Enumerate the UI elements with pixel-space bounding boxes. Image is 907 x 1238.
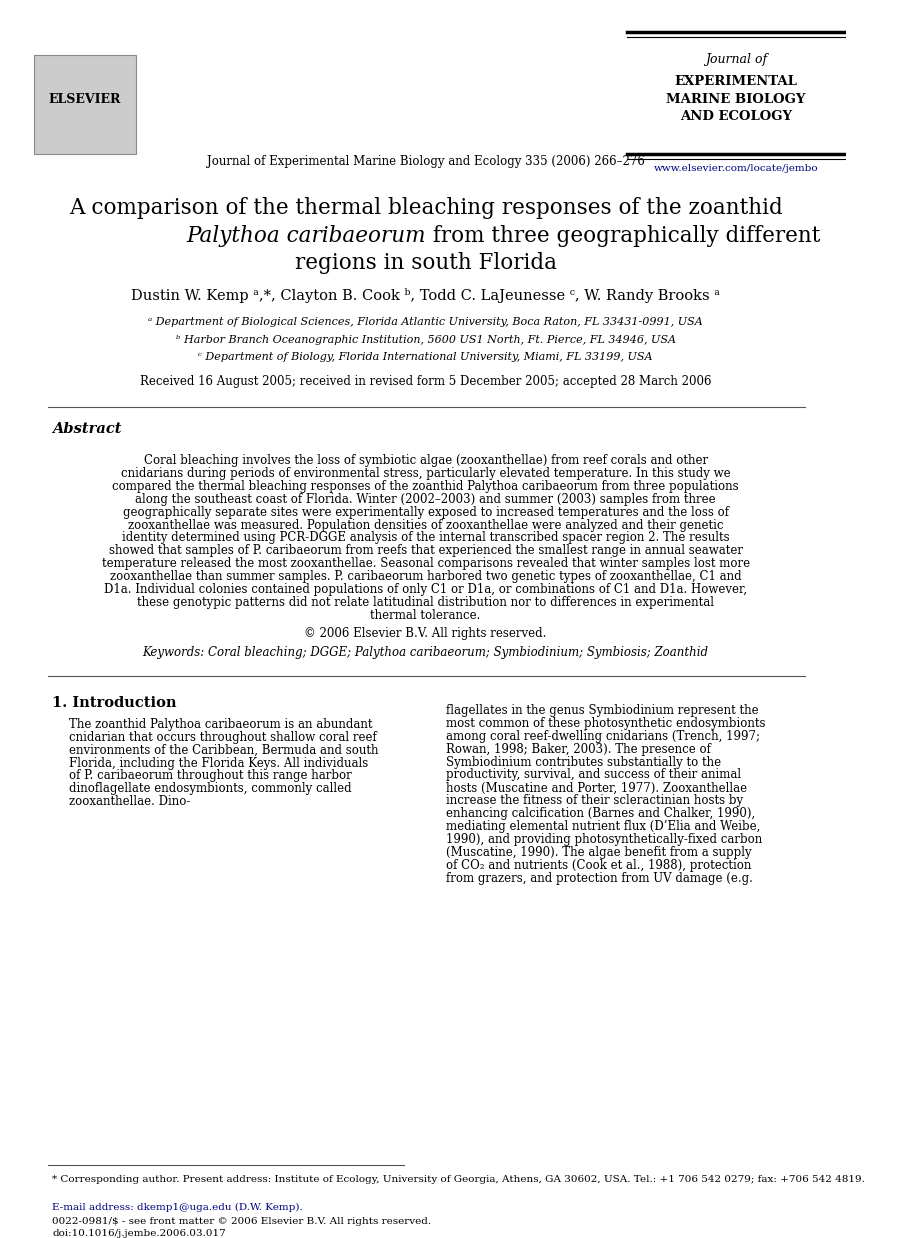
- Text: cnidarian that occurs throughout shallow coral reef: cnidarian that occurs throughout shallow…: [69, 730, 376, 744]
- Text: Journal of Experimental Marine Biology and Ecology 335 (2006) 266–276: Journal of Experimental Marine Biology a…: [207, 155, 645, 168]
- Text: MARINE BIOLOGY: MARINE BIOLOGY: [667, 93, 805, 105]
- Text: Dustin W. Kemp ᵃ,*, Clayton B. Cook ᵇ, Todd C. LaJeunesse ᶜ, W. Randy Brooks ᵃ: Dustin W. Kemp ᵃ,*, Clayton B. Cook ᵇ, T…: [132, 288, 720, 303]
- Text: zooxanthellae was measured. Population densities of zooxanthellae were analyzed : zooxanthellae was measured. Population d…: [128, 519, 724, 531]
- Text: hosts (Muscatine and Porter, 1977). Zooxanthellae: hosts (Muscatine and Porter, 1977). Zoox…: [446, 781, 747, 795]
- Text: Coral bleaching involves the loss of symbiotic algae (zooxanthellae) from reef c: Coral bleaching involves the loss of sym…: [143, 454, 707, 467]
- Text: flagellates in the genus Symbiodinium represent the: flagellates in the genus Symbiodinium re…: [446, 704, 758, 717]
- Text: along the southeast coast of Florida. Winter (2002–2003) and summer (2003) sampl: along the southeast coast of Florida. Wi…: [135, 493, 716, 506]
- Text: regions in south Florida: regions in south Florida: [295, 251, 557, 274]
- Text: environments of the Caribbean, Bermuda and south: environments of the Caribbean, Bermuda a…: [69, 744, 378, 756]
- Text: The zoanthid Palythoa caribaeorum is an abundant: The zoanthid Palythoa caribaeorum is an …: [69, 718, 372, 730]
- Text: these genotypic patterns did not relate latitudinal distribution nor to differen: these genotypic patterns did not relate …: [137, 595, 714, 609]
- Text: 1. Introduction: 1. Introduction: [52, 696, 177, 711]
- Text: ᶜ Department of Biology, Florida International University, Miami, FL 33199, USA: ᶜ Department of Biology, Florida Interna…: [199, 352, 653, 361]
- Text: * Corresponding author. Present address: Institute of Ecology, University of Geo: * Corresponding author. Present address:…: [52, 1175, 865, 1184]
- Text: 1990), and providing photosynthetically-fixed carbon: 1990), and providing photosynthetically-…: [446, 833, 762, 846]
- Text: A comparison of the thermal bleaching responses of the zoanthid: A comparison of the thermal bleaching re…: [69, 197, 783, 219]
- Text: enhancing calcification (Barnes and Chalker, 1990),: enhancing calcification (Barnes and Chal…: [446, 807, 756, 820]
- Text: AND ECOLOGY: AND ECOLOGY: [680, 110, 792, 124]
- Text: Keywords: Coral bleaching; DGGE; Palythoa caribaeorum; Symbiodinium; Symbiosis; : Keywords: Coral bleaching; DGGE; Palytho…: [142, 646, 708, 660]
- Text: of P. caribaeorum throughout this range harbor: of P. caribaeorum throughout this range …: [69, 769, 352, 782]
- Text: productivity, survival, and success of their animal: productivity, survival, and success of t…: [446, 769, 741, 781]
- Text: Palythoa caribaeorum: Palythoa caribaeorum: [186, 225, 425, 246]
- Text: increase the fitness of their scleractinian hosts by: increase the fitness of their scleractin…: [446, 795, 743, 807]
- Text: compared the thermal bleaching responses of the zoanthid Palythoa caribaeorum fr: compared the thermal bleaching responses…: [112, 480, 739, 493]
- Text: showed that samples of P. caribaeorum from reefs that experienced the smallest r: showed that samples of P. caribaeorum fr…: [109, 545, 743, 557]
- Text: from grazers, and protection from UV damage (e.g.: from grazers, and protection from UV dam…: [446, 872, 753, 884]
- Text: among coral reef-dwelling cnidarians (Trench, 1997;: among coral reef-dwelling cnidarians (Tr…: [446, 729, 760, 743]
- Text: 0022-0981/$ - see front matter © 2006 Elsevier B.V. All rights reserved.: 0022-0981/$ - see front matter © 2006 El…: [52, 1217, 431, 1226]
- Text: ELSEVIER: ELSEVIER: [48, 93, 121, 105]
- Text: from three geographically different: from three geographically different: [425, 225, 820, 246]
- Text: E-mail address: dkemp1@uga.edu (D.W. Kemp).: E-mail address: dkemp1@uga.edu (D.W. Kem…: [52, 1202, 303, 1212]
- Text: mediating elemental nutrient flux (D’Elia and Weibe,: mediating elemental nutrient flux (D’Eli…: [446, 820, 760, 833]
- Text: identity determined using PCR-DGGE analysis of the internal transcribed spacer r: identity determined using PCR-DGGE analy…: [122, 531, 729, 545]
- Text: of CO₂ and nutrients (Cook et al., 1988), protection: of CO₂ and nutrients (Cook et al., 1988)…: [446, 859, 751, 872]
- Text: zooxanthellae than summer samples. P. caribaeorum harbored two genetic types of : zooxanthellae than summer samples. P. ca…: [110, 571, 741, 583]
- Text: Symbiodinium contributes substantially to the: Symbiodinium contributes substantially t…: [446, 755, 721, 769]
- Text: www.elsevier.com/locate/jembo: www.elsevier.com/locate/jembo: [654, 165, 818, 173]
- Text: Rowan, 1998; Baker, 2003). The presence of: Rowan, 1998; Baker, 2003). The presence …: [446, 743, 711, 755]
- Text: ᵇ Harbor Branch Oceanographic Institution, 5600 US1 North, Ft. Pierce, FL 34946,: ᵇ Harbor Branch Oceanographic Institutio…: [176, 335, 676, 345]
- Text: Abstract: Abstract: [52, 422, 122, 436]
- Text: Journal of: Journal of: [705, 53, 767, 66]
- Text: most common of these photosynthetic endosymbionts: most common of these photosynthetic endo…: [446, 717, 766, 730]
- Text: dinoflagellate endosymbionts, commonly called: dinoflagellate endosymbionts, commonly c…: [69, 782, 351, 795]
- Text: thermal tolerance.: thermal tolerance.: [370, 609, 481, 621]
- Text: D1a. Individual colonies contained populations of only C1 or D1a, or combination: D1a. Individual colonies contained popul…: [104, 583, 747, 595]
- Text: © 2006 Elsevier B.V. All rights reserved.: © 2006 Elsevier B.V. All rights reserved…: [305, 626, 547, 640]
- Text: EXPERIMENTAL: EXPERIMENTAL: [675, 74, 797, 88]
- Text: (Muscatine, 1990). The algae benefit from a supply: (Muscatine, 1990). The algae benefit fro…: [446, 846, 752, 859]
- Text: Received 16 August 2005; received in revised form 5 December 2005; accepted 28 M: Received 16 August 2005; received in rev…: [140, 375, 711, 389]
- Text: temperature released the most zooxanthellae. Seasonal comparisons revealed that : temperature released the most zooxanthel…: [102, 557, 750, 571]
- Text: geographically separate sites were experimentally exposed to increased temperatu: geographically separate sites were exper…: [122, 505, 728, 519]
- Text: cnidarians during periods of environmental stress, particularly elevated tempera: cnidarians during periods of environment…: [121, 467, 730, 480]
- Text: Florida, including the Florida Keys. All individuals: Florida, including the Florida Keys. All…: [69, 756, 368, 770]
- FancyBboxPatch shape: [34, 54, 135, 154]
- Text: doi:10.1016/j.jembe.2006.03.017: doi:10.1016/j.jembe.2006.03.017: [52, 1229, 226, 1238]
- Text: ᵃ Department of Biological Sciences, Florida Atlantic University, Boca Raton, FL: ᵃ Department of Biological Sciences, Flo…: [148, 317, 703, 327]
- Text: zooxanthellae. Dino-: zooxanthellae. Dino-: [69, 795, 190, 808]
